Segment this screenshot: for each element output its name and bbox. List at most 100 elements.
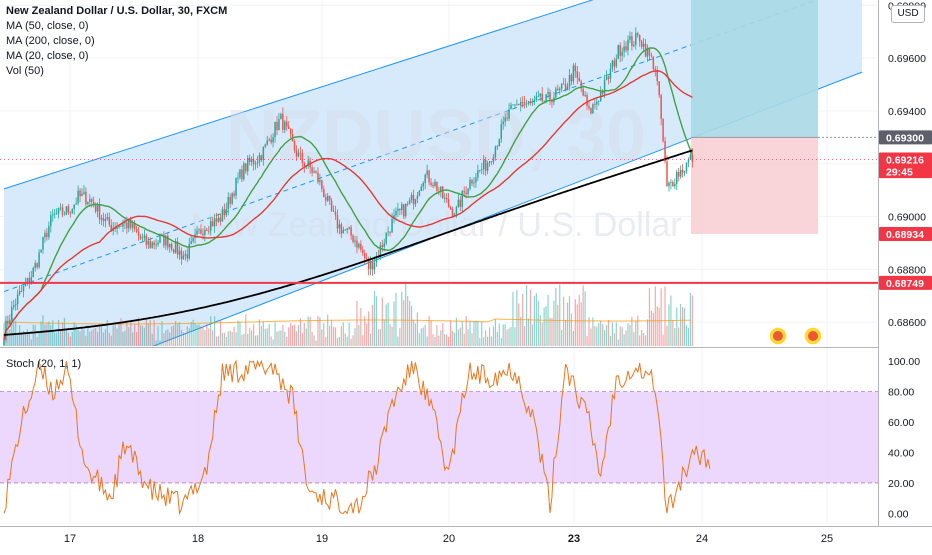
volume-bar — [264, 328, 266, 346]
volume-bar — [34, 324, 36, 346]
stoch-line — [3, 359, 711, 516]
volume-bar — [163, 333, 165, 346]
candle-body — [430, 182, 432, 185]
candle-body — [170, 243, 173, 250]
volume-bar — [496, 331, 498, 346]
legend-ma50[interactable]: MA (50, close, 0) — [6, 20, 89, 32]
volume-bar — [545, 306, 547, 346]
volume-ma-line — [3, 318, 691, 325]
volume-bar — [678, 327, 680, 346]
time-tick-label: 25 — [821, 533, 833, 545]
candle-body — [274, 121, 276, 138]
candle-body — [26, 278, 29, 284]
volume-bar — [346, 336, 348, 346]
candle-body — [523, 102, 526, 104]
volume-bar — [85, 335, 87, 346]
price-tag-bg — [879, 275, 932, 290]
volume-bar — [436, 325, 438, 346]
candle-body — [588, 105, 590, 109]
volume-bar — [104, 329, 106, 346]
legend-ma20[interactable]: MA (20, close, 0) — [6, 50, 89, 62]
volume-bar — [576, 304, 578, 346]
volume-bar — [399, 328, 401, 346]
legend-title[interactable]: New Zealand Dollar / U.S. Dollar, 30, FX… — [6, 5, 228, 17]
price-tag-bg — [879, 152, 932, 167]
watermark-name: New Zealand Dollar / U.S. Dollar — [190, 206, 681, 244]
candle-body — [46, 232, 48, 238]
volume-bar — [98, 325, 101, 346]
candle-body — [239, 169, 241, 178]
volume-bar — [500, 338, 502, 346]
candle-body — [48, 226, 50, 238]
candle-body — [596, 101, 598, 105]
candle-body — [432, 184, 434, 187]
volume-bar — [426, 336, 428, 346]
candle-body — [459, 199, 462, 207]
volume-bar — [449, 320, 452, 346]
volume-bar — [106, 320, 108, 346]
candle-body — [592, 104, 594, 114]
volume-bar — [644, 335, 647, 346]
candle-body — [44, 232, 46, 238]
volume-bar — [553, 300, 555, 346]
volume-bar — [139, 325, 142, 346]
volume-bar — [381, 297, 383, 346]
volume-bar — [370, 333, 372, 346]
volume-bar — [313, 335, 315, 346]
volume-bar — [652, 312, 654, 346]
candle-body — [147, 240, 150, 245]
volume-bar — [77, 329, 79, 346]
volume-bar — [623, 334, 625, 346]
volume-bar — [122, 331, 124, 346]
candle-body — [467, 188, 469, 194]
candle-body — [465, 192, 467, 194]
volume-bar — [479, 338, 481, 346]
volume-bar — [204, 330, 206, 346]
volume-bar — [331, 320, 333, 346]
candle-body — [303, 162, 306, 167]
volume-bar — [689, 292, 691, 346]
candle-body — [28, 278, 31, 283]
volume-bar — [184, 333, 186, 346]
volume-bar — [175, 321, 177, 346]
legend-vol[interactable]: Vol (50) — [6, 65, 44, 77]
candle-body — [488, 161, 491, 163]
candle-body — [385, 232, 387, 244]
candle-body — [580, 81, 582, 89]
candle-body — [479, 169, 481, 171]
volume-bar — [42, 315, 44, 346]
candle-body — [646, 48, 649, 57]
volume-bar — [89, 331, 91, 346]
candle-body — [102, 217, 105, 222]
volume-bar — [290, 323, 292, 346]
volume-bar — [613, 333, 615, 346]
volume-bar — [292, 325, 294, 346]
volume-bar — [596, 326, 598, 346]
stop-loss-zone — [691, 137, 818, 235]
candle-body — [24, 283, 27, 287]
candle-body — [92, 201, 95, 206]
volume-bar — [555, 288, 557, 346]
candle-body — [98, 203, 101, 220]
candle-body — [537, 96, 540, 98]
watermark: NZDUSD, 30 New Zealand Dollar / U.S. Doll… — [190, 96, 681, 244]
volume-bar — [67, 332, 69, 346]
candles — [3, 27, 694, 346]
candle-body — [502, 121, 504, 125]
candle-body — [463, 190, 465, 193]
currency-button[interactable]: USD — [891, 5, 925, 23]
flag-inner-icon — [773, 331, 783, 341]
volume-bar — [173, 325, 175, 346]
candle-body — [131, 223, 134, 228]
legend-ma200[interactable]: MA (200, close, 0) — [6, 35, 95, 47]
candle-body — [286, 121, 288, 127]
stoch-legend[interactable]: Stoch (20, 1, 1) — [6, 358, 82, 370]
volume-bar — [633, 332, 635, 346]
volume-bar — [609, 336, 612, 346]
volume-bar — [508, 328, 510, 346]
candle-body — [30, 277, 33, 283]
volume-bar — [541, 322, 543, 346]
candle-body — [182, 255, 185, 260]
volume-bar — [221, 332, 223, 346]
